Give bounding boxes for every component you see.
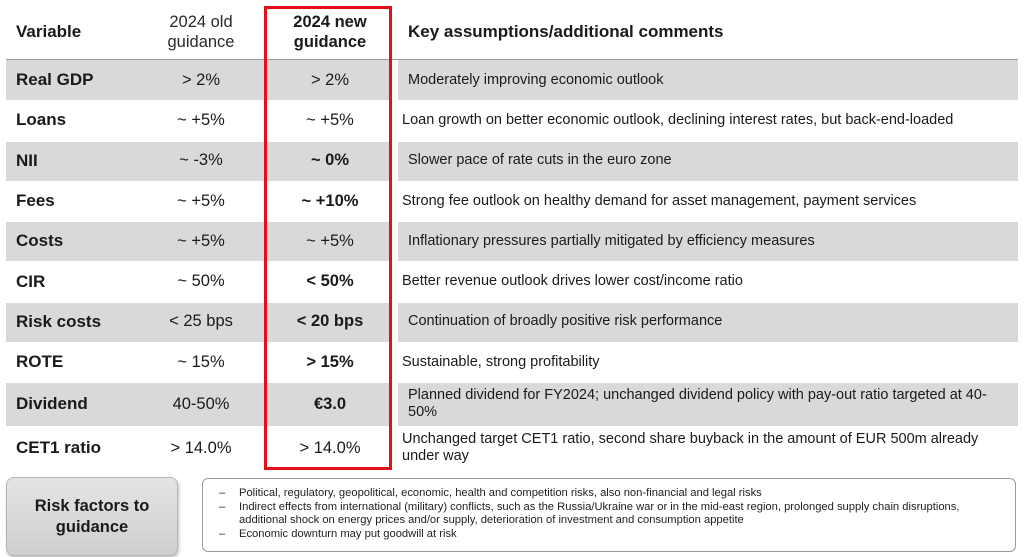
column-gap bbox=[392, 382, 398, 427]
header-variable: Variable bbox=[16, 21, 82, 41]
risk-factors-list: Political, regulatory, geopolitical, eco… bbox=[202, 478, 1016, 552]
row-old-guidance: ~ 15% bbox=[177, 352, 225, 371]
row-old-guidance: ~ +5% bbox=[177, 110, 225, 129]
header-comments: Key assumptions/additional comments bbox=[408, 22, 724, 41]
table-body: Real GDP > 2% > 2% Moderately improving eco… bbox=[6, 60, 1018, 470]
risk-factor-item: Indirect effects from international (mil… bbox=[219, 501, 1005, 528]
row-new-guidance: ~ +5% bbox=[306, 110, 354, 129]
row-comment: Unchanged target CET1 ratio, second shar… bbox=[402, 431, 979, 465]
row-new-guidance: €3.0 bbox=[313, 394, 347, 413]
row-comment: Planned dividend for FY2024; unchanged d… bbox=[408, 387, 987, 421]
row-variable: ROTE bbox=[16, 352, 64, 372]
table-row: Fees ~ +5% ~ +10% Strong fee outlook on hea… bbox=[6, 181, 1018, 221]
row-new-guidance: > 15% bbox=[306, 352, 354, 371]
risk-factors-button[interactable]: Risk factors to guidance bbox=[6, 477, 178, 556]
row-new-guidance: ~ +5% bbox=[306, 231, 354, 250]
row-comment: Slower pace of rate cuts in the euro zon… bbox=[408, 152, 672, 169]
row-old-guidance: ~ +5% bbox=[177, 231, 225, 250]
table-row: CET1 ratio > 14.0% > 14.0% Unchanged target… bbox=[6, 426, 1018, 470]
header-old-guidance: 2024 old guidance bbox=[167, 12, 235, 51]
row-old-guidance: > 2% bbox=[181, 70, 221, 89]
header-new-guidance: 2024 new guidance bbox=[293, 12, 367, 51]
table-row: NII ~ -3% ~ 0% Slower pace of rate cuts in … bbox=[6, 140, 1018, 181]
row-new-guidance: > 14.0% bbox=[299, 438, 361, 457]
row-variable: Real GDP bbox=[16, 70, 94, 90]
row-comment: Inflationary pressures partially mitigat… bbox=[408, 232, 815, 249]
row-variable: CIR bbox=[16, 271, 46, 291]
row-variable: Loans bbox=[16, 110, 67, 130]
column-gap bbox=[392, 221, 398, 262]
row-new-guidance: < 20 bps bbox=[296, 312, 364, 331]
row-old-guidance: > 14.0% bbox=[170, 438, 232, 457]
table-row: ROTE ~ 15% > 15% Sustainable, strong profit… bbox=[6, 342, 1018, 382]
table-row: Risk costs < 25 bps < 20 bps Continuation o… bbox=[6, 301, 1018, 343]
guidance-table: Variable 2024 old guidance 2024 new guidan… bbox=[6, 4, 1018, 470]
row-new-guidance: < 50% bbox=[306, 272, 354, 291]
row-comment: Strong fee outlook on healthy demand for… bbox=[402, 192, 917, 209]
row-new-guidance: > 2% bbox=[310, 70, 350, 89]
risk-factors-label: Risk factors to guidance bbox=[34, 496, 150, 536]
column-gap bbox=[392, 140, 398, 181]
row-variable: Dividend bbox=[16, 394, 88, 414]
row-old-guidance: 40-50% bbox=[172, 394, 230, 413]
row-new-guidance: ~ +10% bbox=[301, 191, 359, 210]
risk-factor-item: Economic downturn may put goodwill at ri… bbox=[219, 528, 1005, 542]
table-row: Real GDP > 2% > 2% Moderately improving eco… bbox=[6, 60, 1018, 101]
risk-factor-item: Political, regulatory, geopolitical, eco… bbox=[219, 487, 1005, 501]
row-comment: Loan growth on better economic outlook, … bbox=[402, 111, 954, 128]
row-comment: Sustainable, strong profitability bbox=[402, 353, 600, 370]
table-header: Variable 2024 old guidance 2024 new guidan… bbox=[6, 4, 1018, 60]
row-comment: Moderately improving economic outlook bbox=[408, 71, 664, 88]
table-row: Costs ~ +5% ~ +5% Inflationary pressures pa… bbox=[6, 221, 1018, 262]
row-old-guidance: < 25 bps bbox=[169, 312, 233, 331]
table-row: Loans ~ +5% ~ +5% Loan growth on better eco… bbox=[6, 100, 1018, 140]
column-gap bbox=[392, 301, 398, 343]
row-variable: Fees bbox=[16, 191, 55, 211]
row-old-guidance: ~ +5% bbox=[177, 191, 225, 210]
table-row: Dividend 40-50% €3.0 Planned dividend for F… bbox=[6, 382, 1018, 427]
row-variable: Risk costs bbox=[16, 311, 102, 331]
row-variable: Costs bbox=[16, 231, 64, 251]
row-old-guidance: ~ 50% bbox=[177, 272, 225, 291]
table-row: CIR ~ 50% < 50% Better revenue outlook driv… bbox=[6, 261, 1018, 301]
row-variable: CET1 ratio bbox=[16, 438, 102, 458]
row-old-guidance: ~ -3% bbox=[179, 151, 223, 170]
row-comment: Continuation of broadly positive risk pe… bbox=[408, 313, 723, 330]
row-comment: Better revenue outlook drives lower cost… bbox=[402, 273, 743, 290]
column-gap bbox=[392, 60, 398, 101]
row-variable: NII bbox=[16, 150, 38, 170]
row-new-guidance: ~ 0% bbox=[310, 151, 350, 170]
